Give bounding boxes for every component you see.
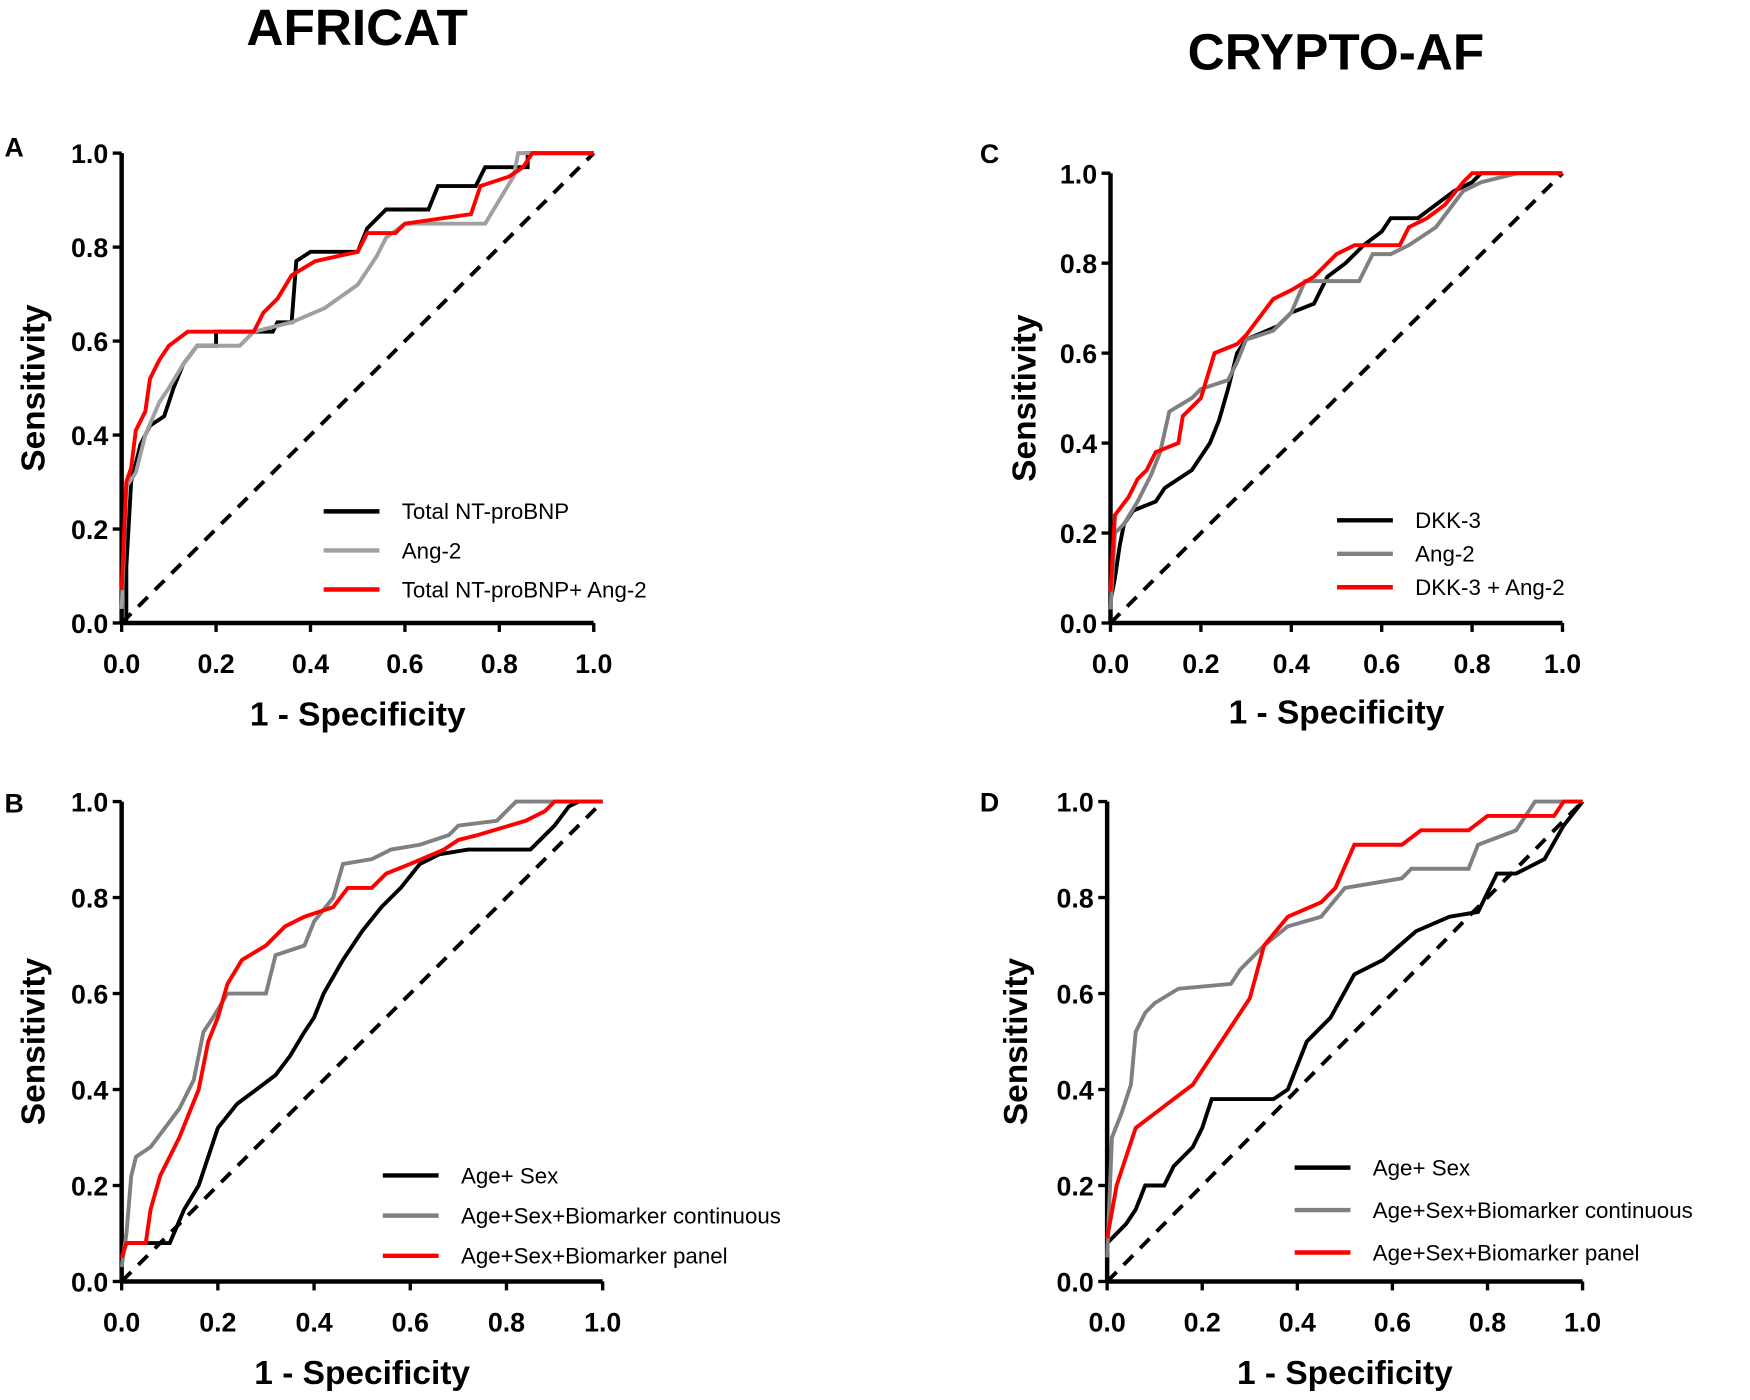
y-tick-label: 1.0 bbox=[71, 788, 108, 818]
y-tick-label: 1.0 bbox=[1057, 788, 1094, 818]
y-tick-label: 0.6 bbox=[71, 980, 108, 1010]
panel-d: D 0.0 0.2 0.4 0.6 0.8 1.0 0.0 0.2 0.4 0.6 0.8 1.0 1 -… bbox=[980, 788, 1693, 1393]
panel-letter: B bbox=[4, 789, 23, 819]
y-tick-label: 0.6 bbox=[71, 327, 108, 357]
x-tick-label: 0.8 bbox=[481, 649, 518, 679]
x-axis-label: 1 - Specificity bbox=[1229, 694, 1445, 731]
y-tick-label: 0.2 bbox=[71, 515, 108, 545]
x-tick-label: 0.2 bbox=[199, 1308, 236, 1338]
roc-curve-age-sex-biomarker-panel bbox=[119, 799, 603, 1259]
y-axis-label: Sensitivity bbox=[998, 957, 1035, 1125]
x-tick-label: 0.4 bbox=[292, 649, 329, 679]
reference-diagonal bbox=[1105, 800, 1584, 1283]
x-tick-label: 0.8 bbox=[488, 1308, 525, 1338]
roc-curve-ang-2 bbox=[1108, 171, 1563, 610]
x-tick-label: 1.0 bbox=[575, 649, 612, 679]
panel-letter: D bbox=[980, 788, 999, 818]
panel-a: A 0.0 0.2 0.4 0.6 0.8 1.0 0.0 0.2 0.4 0.6 0.8 1.0 1 -… bbox=[4, 132, 646, 733]
x-tick-label: 0.2 bbox=[197, 649, 234, 679]
y-tick-label: 0.0 bbox=[71, 1268, 108, 1298]
y-tick-label: 0.2 bbox=[1057, 1172, 1094, 1202]
legend: DKK-3 Ang-2 DKK-3 + Ang-2 bbox=[1337, 508, 1565, 600]
legend: Age+ Sex Age+Sex+Biomarker continuous Age+… bbox=[382, 1163, 781, 1269]
x-tick-label: 0.6 bbox=[1374, 1308, 1411, 1338]
y-tick-label: 0.0 bbox=[71, 609, 108, 639]
y-tick-label: 1.0 bbox=[1060, 159, 1097, 189]
x-tick-label: 0.0 bbox=[1089, 1308, 1126, 1338]
y-tick-label: 0.0 bbox=[1057, 1268, 1094, 1298]
roc-curve-age-sex bbox=[121, 799, 603, 1246]
x-tick-label: 0.6 bbox=[1363, 649, 1400, 679]
legend-label: Ang-2 bbox=[1415, 542, 1475, 567]
panel-c: C 0.0 0.2 0.4 0.6 0.8 1.0 0.0 0.2 0.4 0.6 0.8 1.0 1 -… bbox=[980, 139, 1581, 731]
roc-curve-age-sex-biomarker-continuous bbox=[119, 799, 603, 1268]
title-crypto-af: CRYPTO-AF bbox=[1188, 23, 1485, 80]
y-tick-label: 0.4 bbox=[1060, 429, 1097, 459]
y-tick-label: 0.6 bbox=[1060, 339, 1097, 369]
legend-label: Age+ Sex bbox=[461, 1163, 558, 1188]
x-axis-label: 1 - Specificity bbox=[1237, 1355, 1453, 1392]
x-tick-label: 0.0 bbox=[103, 649, 140, 679]
x-tick-label: 0.8 bbox=[1469, 1308, 1506, 1338]
panel-letter: A bbox=[4, 132, 23, 162]
legend-label: Age+Sex+Biomarker continuous bbox=[461, 1203, 781, 1228]
y-tick-label: 0.0 bbox=[1060, 609, 1097, 639]
x-tick-label: 0.2 bbox=[1184, 1308, 1221, 1338]
x-axis-label: 1 - Specificity bbox=[254, 1355, 470, 1392]
reference-diagonal bbox=[120, 151, 596, 625]
x-tick-label: 0.4 bbox=[295, 1308, 332, 1338]
roc-curve-ang-2 bbox=[119, 151, 594, 610]
y-tick-label: 0.6 bbox=[1057, 980, 1094, 1010]
legend: Age+ Sex Age+Sex+Biomarker continuous Age+… bbox=[1294, 1155, 1693, 1265]
y-tick-label: 0.8 bbox=[1060, 249, 1097, 279]
legend-label: DKK-3 + Ang-2 bbox=[1415, 575, 1564, 600]
y-tick-label: 0.2 bbox=[71, 1172, 108, 1202]
legend-label: Total NT-proBNP bbox=[402, 499, 569, 524]
y-axis-label: Sensitivity bbox=[16, 957, 53, 1125]
panel-b: B 0.0 0.2 0.4 0.6 0.8 1.0 0.0 0.2 0.4 0.6 0.8 1.0 1 -… bbox=[4, 788, 780, 1393]
x-tick-label: 1.0 bbox=[584, 1308, 621, 1338]
x-tick-label: 0.8 bbox=[1453, 649, 1490, 679]
legend-label: Age+Sex+Biomarker continuous bbox=[1373, 1198, 1693, 1223]
roc-curve-dkk-3-ang-2 bbox=[1108, 171, 1563, 592]
x-tick-label: 0.0 bbox=[103, 1308, 140, 1338]
legend-label: Total NT-proBNP+ Ang-2 bbox=[402, 577, 647, 602]
panel-letter: C bbox=[980, 139, 999, 169]
legend-label: Ang-2 bbox=[402, 538, 462, 563]
y-tick-label: 0.2 bbox=[1060, 519, 1097, 549]
x-axis-label: 1 - Specificity bbox=[250, 697, 466, 734]
y-axis-label: Sensitivity bbox=[16, 304, 53, 472]
legend-label: DKK-3 bbox=[1415, 508, 1481, 533]
roc-curve-dkk-3 bbox=[1108, 171, 1563, 601]
y-axis-label: Sensitivity bbox=[1007, 314, 1044, 482]
title-africat: AFRICAT bbox=[246, 0, 467, 56]
y-tick-label: 0.8 bbox=[71, 884, 108, 914]
x-tick-label: 0.6 bbox=[386, 649, 423, 679]
roc-curve-total-nt-probnp-ang-2 bbox=[119, 151, 594, 591]
roc-curve-age-sex-biomarker-panel bbox=[1105, 799, 1583, 1239]
y-tick-label: 0.4 bbox=[71, 421, 108, 451]
x-tick-label: 0.2 bbox=[1182, 649, 1219, 679]
x-tick-label: 0.6 bbox=[392, 1308, 429, 1338]
y-tick-label: 0.4 bbox=[71, 1076, 108, 1106]
legend: Total NT-proBNP Ang-2 Total NT-proBNP+ Ang… bbox=[323, 499, 647, 602]
reference-diagonal bbox=[120, 800, 605, 1283]
x-tick-label: 1.0 bbox=[1564, 1308, 1601, 1338]
legend-label: Age+Sex+Biomarker panel bbox=[461, 1244, 728, 1269]
legend-label: Age+Sex+Biomarker panel bbox=[1373, 1240, 1640, 1265]
legend-label: Age+ Sex bbox=[1373, 1155, 1470, 1180]
y-tick-label: 0.8 bbox=[1057, 884, 1094, 914]
y-tick-label: 0.8 bbox=[71, 233, 108, 263]
x-tick-label: 1.0 bbox=[1544, 649, 1581, 679]
x-tick-label: 0.0 bbox=[1092, 649, 1129, 679]
y-tick-label: 1.0 bbox=[71, 139, 108, 169]
roc-curve-age-sex bbox=[1105, 800, 1585, 1245]
y-tick-label: 0.4 bbox=[1057, 1076, 1094, 1106]
x-tick-label: 0.4 bbox=[1279, 1308, 1316, 1338]
reference-diagonal bbox=[1109, 171, 1564, 625]
x-tick-label: 0.4 bbox=[1273, 649, 1310, 679]
